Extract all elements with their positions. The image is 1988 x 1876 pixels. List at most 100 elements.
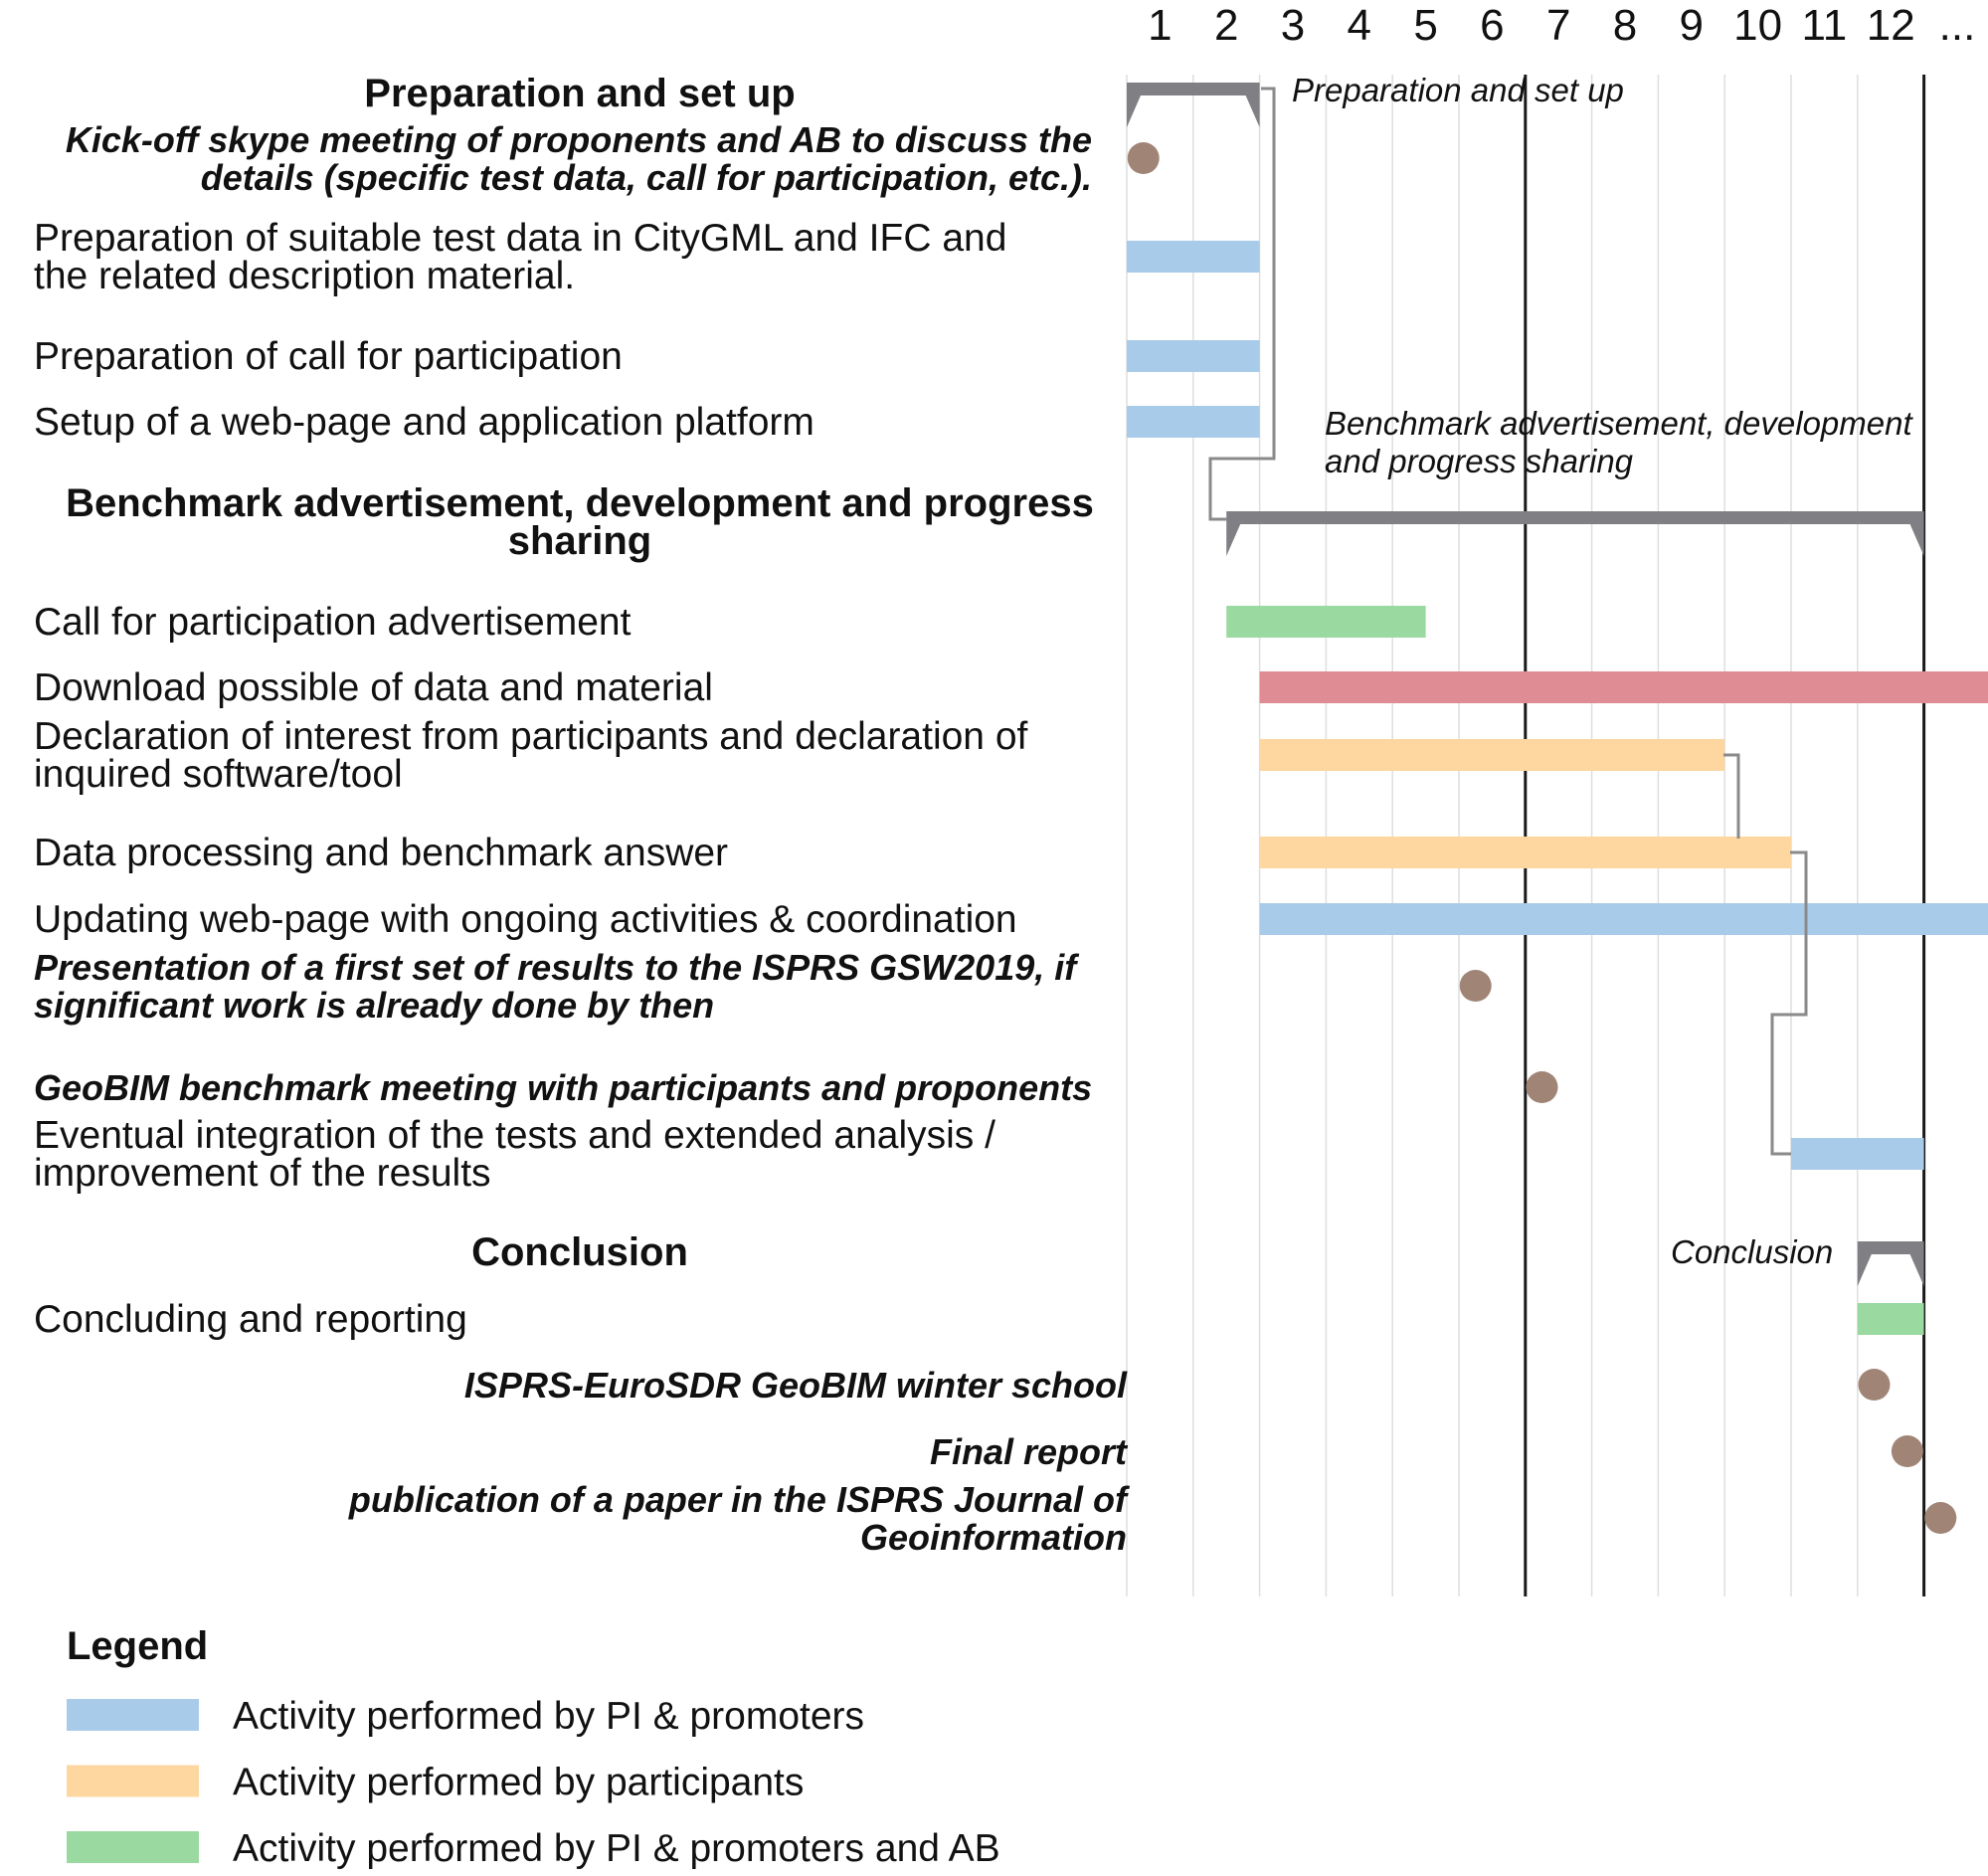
activity-label: Call for participation advertisement (34, 601, 632, 644)
activity-bar (1127, 406, 1260, 438)
activity-label-line: significant work is already done by then (34, 985, 714, 1026)
activity-bar (1127, 340, 1260, 372)
activity-label-line: Geoinformation (860, 1517, 1127, 1558)
activity-label-line: Preparation and set up (364, 72, 795, 115)
phase-annotation-line: Conclusion (1671, 1233, 1833, 1270)
phase-bracket-right-tip (1245, 95, 1260, 127)
phase-bracket-bar (1226, 511, 1924, 524)
activity-label: Download possible of data and material (34, 666, 713, 709)
activity-label: Benchmark advertisement, development and… (66, 481, 1094, 563)
month-tick-label: 2 (1214, 1, 1238, 50)
month-tick-label: 4 (1348, 1, 1371, 50)
dependency-connector (1208, 87, 1276, 521)
activity-bar (1226, 606, 1426, 638)
activity-label-line: GeoBIM benchmark meeting with participan… (34, 1067, 1092, 1108)
activity-label-line: Download possible of data and material (34, 666, 713, 709)
activity-label: Setup of a web-page and application plat… (34, 401, 814, 444)
phase-bracket-bar (1127, 83, 1260, 95)
activity-label-line: Call for participation advertisement (34, 601, 632, 644)
phase-bracket-left-tip (1127, 95, 1141, 127)
activity-label: Preparation and set up (364, 72, 795, 115)
milestone-dot (1858, 1369, 1891, 1401)
phase-annotation-line: Benchmark advertisement, development (1325, 405, 1913, 442)
phase-bracket-left-tip (1857, 1254, 1872, 1286)
activity-label-line: Conclusion (471, 1230, 688, 1274)
legend-title: Legend (67, 1624, 208, 1668)
activity-label: Conclusion (471, 1230, 688, 1274)
activity-bar (1259, 671, 1988, 703)
activity-bar (1259, 837, 1791, 868)
activity-bar (1791, 1138, 1924, 1170)
phase-annotation-label: Benchmark advertisement, development and … (1325, 405, 1913, 479)
activity-label: Final report (930, 1431, 1129, 1472)
activity-label: Preparation of suitable test data in Cit… (34, 217, 1006, 297)
chart-gridlines (1126, 75, 1926, 1596)
month-tick-label: 10 (1733, 1, 1782, 50)
activity-label-line: Final report (930, 1431, 1129, 1472)
activity-label-line: Preparation of call for participation (34, 335, 623, 378)
activity-label-line: Updating web-page with ongoing activitie… (34, 898, 1017, 941)
dependency-connector (1723, 753, 1740, 839)
milestone-dot (1459, 970, 1492, 1002)
phase-annotation-label: Preparation and set up (1292, 72, 1624, 108)
activity-label-line: Declaration of interest from participant… (34, 715, 1028, 758)
milestone-dot (1526, 1071, 1558, 1103)
activity-label-line: Kick-off skype meeting of proponents and… (66, 119, 1092, 160)
month-tick-label: 5 (1413, 1, 1437, 50)
activity-label: Updating web-page with ongoing activitie… (34, 898, 1017, 941)
phase-brackets: Preparation and set up Benchmark advertis… (1127, 72, 1924, 1286)
activity-label: Kick-off skype meeting of proponents and… (66, 119, 1092, 198)
activity-label-line: Preparation of suitable test data in Cit… (34, 217, 1006, 260)
activity-label-line: details (specific test data, call for pa… (201, 157, 1092, 198)
phase-annotation-line: and progress sharing (1325, 443, 1634, 479)
legend-swatch (67, 1699, 199, 1731)
phase-bracket-left-tip (1226, 524, 1241, 556)
phase-annotation-line: Preparation and set up (1292, 72, 1624, 108)
month-tick-label: 9 (1680, 1, 1704, 50)
month-tick-label: 7 (1546, 1, 1570, 50)
activity-label-line: the related description material. (34, 255, 575, 297)
dependency-connector (1770, 850, 1808, 1156)
activity-label-line: publication of a paper in the ISPRS Jour… (348, 1479, 1130, 1520)
activity-label-line: Data processing and benchmark answer (34, 832, 728, 874)
dependency-connectors (1208, 87, 1808, 1156)
legend-label: Activity performed by PI & promoters and… (233, 1827, 1000, 1870)
month-tick-label: 6 (1480, 1, 1504, 50)
legend-label: Activity performed by PI & promoters (233, 1695, 864, 1738)
activity-bar (1127, 241, 1260, 273)
activity-label: Data processing and benchmark answer (34, 832, 728, 874)
phase-bracket-right-tip (1909, 1254, 1924, 1286)
month-tick-label: 12 (1867, 1, 1915, 50)
month-tick-label: 8 (1613, 1, 1637, 50)
activity-label-line: Presentation of a first set of results t… (34, 947, 1079, 988)
activity-label-line: sharing (508, 519, 651, 563)
milestone-dot (1127, 142, 1160, 174)
activity-bar (1259, 903, 1988, 935)
month-tick-label: ... (1939, 1, 1976, 50)
month-tick-label: 11 (1802, 1, 1848, 50)
month-tick-label: 3 (1281, 1, 1305, 50)
activity-label: Concluding and reporting (34, 1298, 467, 1341)
milestone-dot (1924, 1502, 1957, 1534)
activity-label-line: Eventual integration of the tests and ex… (34, 1114, 995, 1157)
legend-swatch (67, 1765, 199, 1797)
activity-bar (1259, 739, 1725, 771)
activity-label: publication of a paper in the ISPRS Jour… (348, 1479, 1130, 1558)
milestone-dot (1891, 1435, 1923, 1467)
activity-label-line: Concluding and reporting (34, 1298, 467, 1341)
activity-label-line: ISPRS-EuroSDR GeoBIM winter school (464, 1365, 1128, 1406)
activity-label: ISPRS-EuroSDR GeoBIM winter school (464, 1365, 1128, 1406)
phase-annotation-label: Conclusion (1671, 1233, 1833, 1270)
activity-label: Eventual integration of the tests and ex… (34, 1114, 995, 1195)
activity-label-line: Setup of a web-page and application plat… (34, 401, 814, 444)
activity-label: Preparation of call for participation (34, 335, 623, 378)
legend: Legend Activity performed by PI & promote… (67, 1624, 1000, 1870)
activity-label-line: improvement of the results (34, 1152, 491, 1195)
activity-label: Declaration of interest from participant… (34, 715, 1028, 796)
activity-label: Presentation of a first set of results t… (34, 947, 1079, 1026)
month-tick-label: 1 (1148, 1, 1172, 50)
activity-bar (1857, 1303, 1924, 1335)
activity-label-line: inquired software/tool (34, 753, 403, 796)
